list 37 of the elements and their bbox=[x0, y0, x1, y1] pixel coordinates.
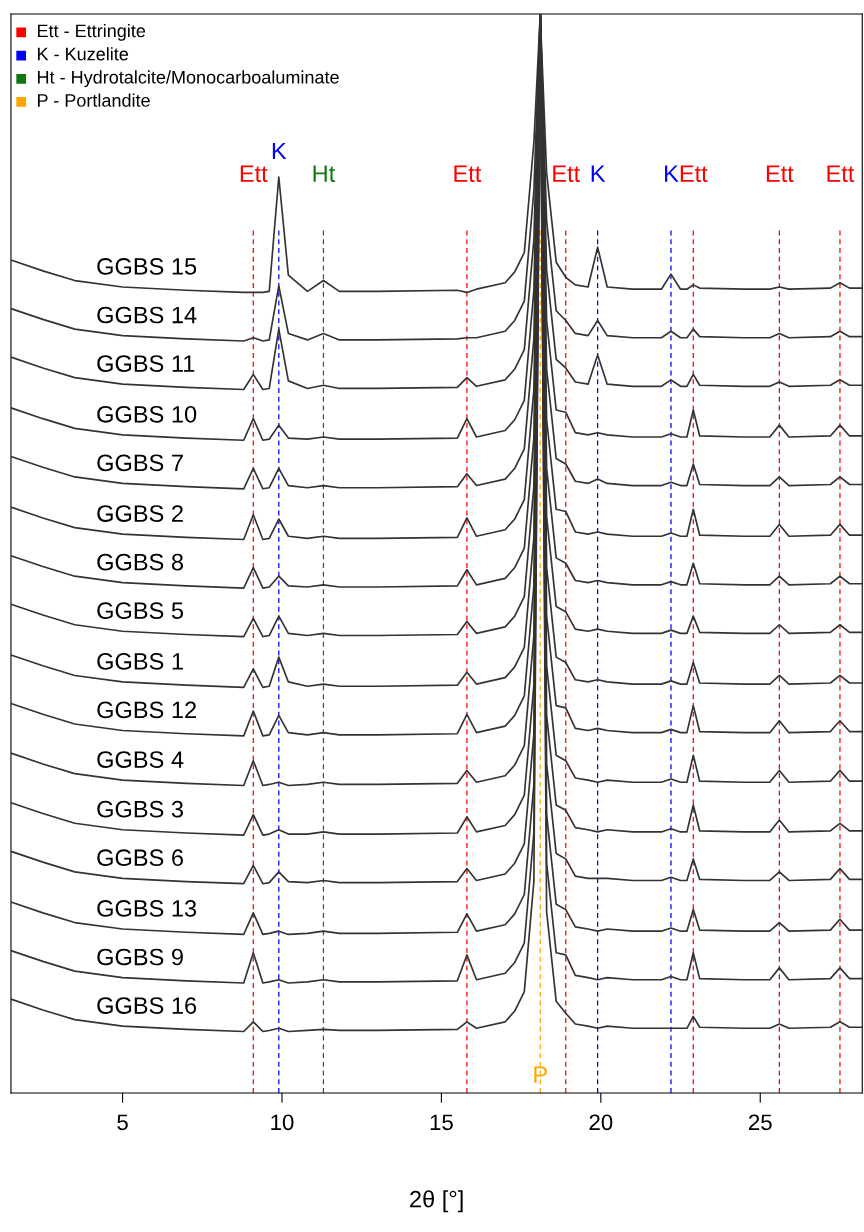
series-label: GGBS 3 bbox=[97, 800, 183, 818]
ref-line-label: K bbox=[665, 165, 679, 182]
x-tick-label: 5 bbox=[117, 1114, 128, 1131]
ref-line-label: K bbox=[591, 165, 606, 182]
x-tick-label: 20 bbox=[589, 1114, 613, 1131]
series-label: GGBS 14 bbox=[97, 306, 197, 324]
annotation: Ett - Ettringite bbox=[37, 23, 146, 41]
series-label: GGBS 2 bbox=[97, 505, 183, 522]
series-label: GGBS 11 bbox=[97, 355, 195, 372]
ref-line-label: Ht bbox=[313, 165, 336, 182]
series-label: GGBS 15 bbox=[97, 258, 197, 275]
series-label: GGBS 7 bbox=[97, 454, 183, 472]
series-label: GGBS 4 bbox=[97, 751, 184, 768]
series-label: GGBS 13 bbox=[97, 900, 197, 917]
series-label: GGBS 6 bbox=[97, 849, 183, 867]
annotation: P - Portlandite bbox=[37, 93, 150, 107]
ref-line-label: K bbox=[272, 142, 287, 160]
series-label: GGBS 9 bbox=[97, 948, 183, 966]
ref-line-label: P bbox=[534, 1066, 547, 1083]
ref-line-label: Ett bbox=[240, 165, 268, 182]
x-tick-label: 15 bbox=[430, 1114, 453, 1131]
series-label: GGBS 8 bbox=[97, 553, 183, 571]
series-label: GGBS 16 bbox=[97, 997, 197, 1014]
annotation: K - Kuzelite bbox=[37, 47, 129, 61]
ref-line-label: Ett bbox=[553, 165, 581, 182]
series-label: GGBS 10 bbox=[97, 405, 197, 423]
series-label: GGBS 12 bbox=[97, 701, 196, 719]
ref-line-label: Ett bbox=[766, 165, 794, 182]
x-tick-label: 10 bbox=[271, 1114, 294, 1131]
annotation: Ht - Hydrotalcite/Monocarboaluminate bbox=[37, 70, 339, 88]
ref-line-label: Ett bbox=[454, 165, 482, 182]
x-tick-label: 25 bbox=[749, 1114, 772, 1131]
ref-line-label: Ett bbox=[680, 165, 708, 182]
series-label: GGBS 1 bbox=[97, 653, 183, 670]
series-label: GGBS 5 bbox=[97, 602, 184, 619]
x-axis-title: 2θ [°] bbox=[410, 1190, 463, 1213]
ref-line-label: Ett bbox=[827, 165, 855, 182]
